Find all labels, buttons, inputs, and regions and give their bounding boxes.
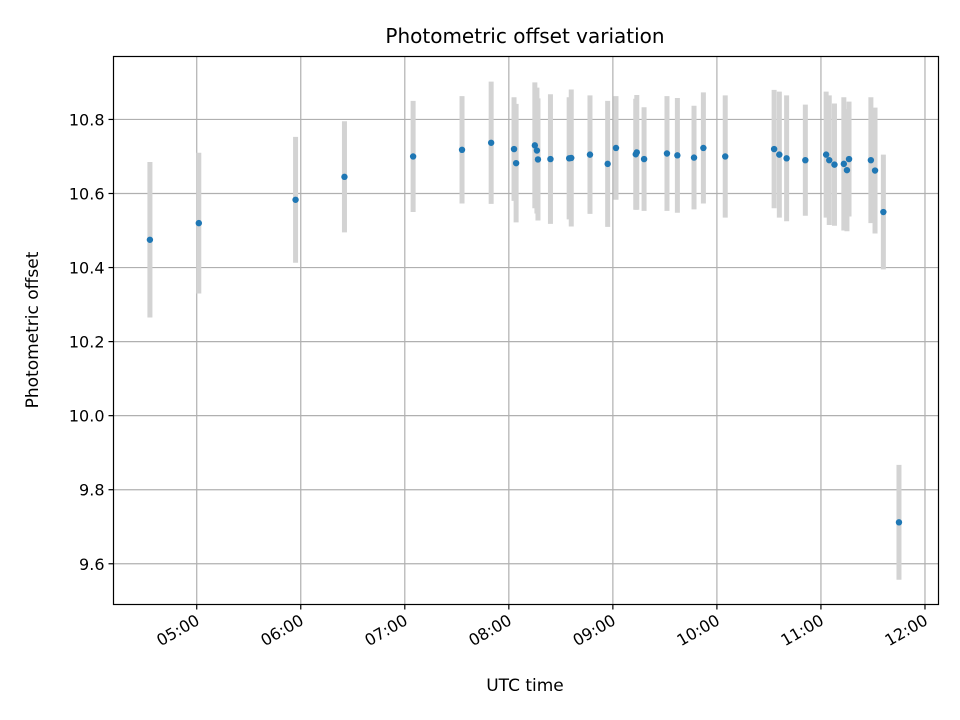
data-point — [840, 160, 848, 168]
data-point — [700, 144, 707, 152]
point-layer — [146, 139, 903, 526]
data-point — [533, 147, 541, 154]
data-point — [604, 160, 611, 168]
data-point — [534, 156, 542, 163]
x-axis-title: UTC time — [486, 676, 564, 696]
data-point — [880, 208, 887, 216]
data-point — [512, 159, 520, 167]
data-point — [822, 151, 830, 158]
data-point — [783, 155, 790, 162]
y-tick-label: 10.0 — [69, 407, 105, 426]
data-point — [292, 196, 299, 203]
data-point — [640, 155, 648, 163]
data-point — [826, 156, 833, 164]
data-point — [568, 154, 575, 162]
y-tick-label: 10.4 — [69, 259, 105, 278]
chart-title: Photometric offset variation — [385, 24, 664, 48]
data-point — [612, 144, 620, 152]
grid-layer — [113, 56, 939, 605]
data-point — [722, 153, 729, 160]
y-tick-label: 10.6 — [69, 185, 105, 204]
data-point — [341, 173, 348, 181]
data-point — [547, 155, 554, 163]
data-point — [146, 236, 154, 243]
plot-frame — [112, 55, 940, 606]
y-tick-label: 9.8 — [79, 481, 104, 500]
data-point — [895, 519, 903, 526]
data-point — [845, 155, 853, 163]
data-point — [867, 156, 875, 164]
data-point — [195, 219, 203, 227]
data-point — [586, 151, 594, 158]
data-point — [831, 161, 838, 168]
data-point — [674, 152, 681, 159]
data-point — [770, 145, 778, 153]
y-tick-label: 10.8 — [69, 110, 105, 129]
data-point — [871, 167, 879, 174]
data-point — [458, 146, 466, 154]
data-point — [776, 151, 783, 158]
y-axis-title: Photometric offset — [23, 251, 43, 408]
data-point — [510, 145, 518, 153]
y-tick-label: 9.6 — [79, 555, 104, 574]
data-point — [802, 156, 809, 164]
data-point — [690, 154, 698, 161]
y-tick-label: 10.2 — [69, 333, 105, 352]
data-point — [531, 142, 539, 149]
data-point — [633, 149, 640, 156]
data-point — [843, 166, 851, 174]
data-point — [487, 139, 495, 146]
data-point — [663, 150, 671, 157]
data-point — [409, 153, 417, 160]
